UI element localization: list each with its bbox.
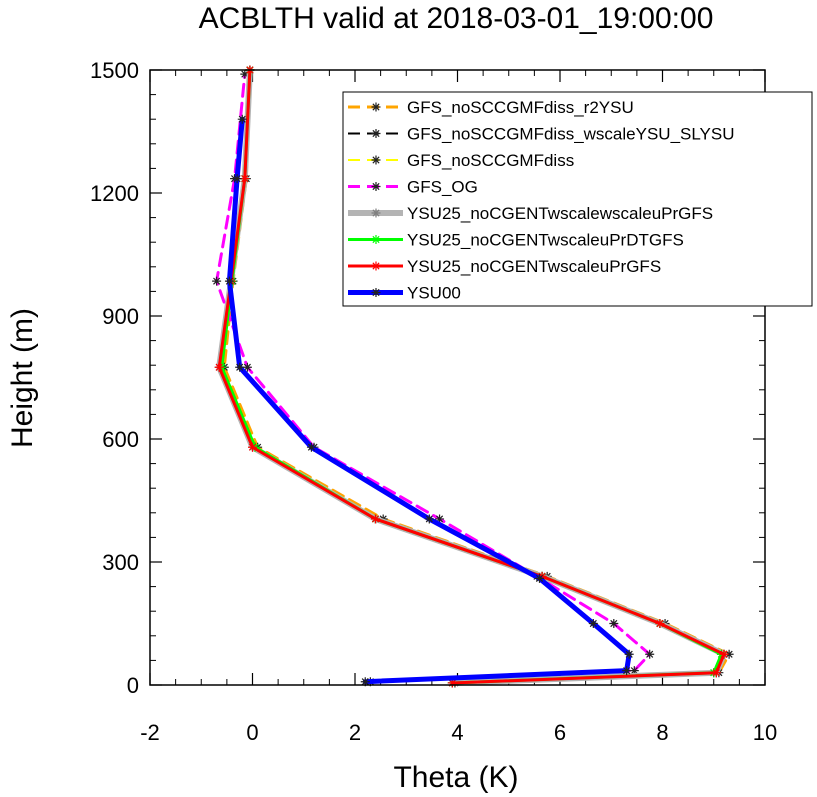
series-marker (242, 362, 252, 372)
x-tick-label: 4 (451, 720, 463, 745)
x-tick-label: 6 (554, 720, 566, 745)
legend-entry-label: GFS_OG (407, 178, 478, 197)
series-marker (622, 666, 632, 676)
legend-entry-label: GFS_noSCCGMFdiss_r2YSU (407, 98, 634, 117)
series-marker (371, 208, 381, 218)
x-tick-label: 8 (656, 720, 668, 745)
series-marker (232, 174, 242, 184)
series-marker (588, 619, 598, 628)
chart-title: ACBLTH valid at 2018-03-01_19:00:00 (199, 2, 714, 35)
legend-entry-label: GFS_noSCCGMFdiss_wscaleYSU_SLYSU (407, 125, 735, 144)
series-marker (248, 442, 257, 452)
legend-entry-label: YSU25_noCGENTwscaleuPrDTGFS (407, 231, 684, 250)
series-marker (306, 442, 316, 452)
series-marker (435, 514, 445, 524)
y-tick-label: 300 (102, 550, 139, 575)
series-marker (535, 573, 544, 583)
series-marker (371, 102, 381, 112)
plot-frame (149, 69, 766, 686)
legend-entry-label: YSU25_noCGENTwscaleuPrGFS (407, 257, 661, 276)
y-tick-label: 1200 (90, 181, 139, 206)
series-marker (371, 182, 381, 191)
series-marker (629, 666, 639, 676)
series-marker (224, 276, 234, 286)
series-marker (360, 677, 370, 687)
series-marker (609, 619, 619, 628)
series-marker (711, 668, 721, 678)
series-marker (645, 649, 655, 659)
legend-entry-label: YSU00 (407, 284, 461, 303)
x-tick-label: 2 (349, 720, 361, 745)
legend-box (342, 91, 813, 307)
series-marker (371, 235, 381, 244)
series-marker (447, 678, 457, 688)
x-tick-label: 10 (753, 720, 777, 745)
series-marker (624, 649, 634, 659)
y-tick-label: 600 (102, 427, 139, 452)
series-marker (371, 288, 381, 297)
series-line-group (224, 114, 634, 687)
x-tick-label: -2 (140, 720, 160, 745)
legend: GFS_noSCCGMFdiss_r2YSU GFS_noSCCGMFdiss_w… (342, 91, 813, 307)
series-marker (719, 649, 729, 659)
x-axis-label: Theta (K) (393, 761, 518, 794)
series-marker (212, 276, 222, 286)
series-marker (235, 362, 245, 372)
x-tick-label: 0 (246, 720, 258, 745)
series-marker (724, 649, 734, 659)
y-tick-label: 0 (127, 673, 139, 698)
series-marker (371, 514, 380, 524)
series-marker (240, 174, 250, 184)
y-axis-label: Height (m) (6, 308, 39, 448)
series-marker (424, 514, 434, 524)
series-marker (237, 114, 247, 124)
series-marker (371, 155, 381, 165)
legend-entry-label: YSU25_noCGENTwscalewscaleuPrGFS (407, 204, 713, 223)
series-marker (371, 129, 381, 138)
series-marker (655, 619, 665, 628)
y-tick-label: 1500 (90, 58, 139, 83)
series-marker (240, 69, 250, 79)
y-tick-label: 900 (102, 304, 139, 329)
series-marker (371, 261, 381, 271)
legend-entry-label: GFS_noSCCGMFdiss (407, 151, 574, 170)
series-marker (214, 362, 224, 372)
